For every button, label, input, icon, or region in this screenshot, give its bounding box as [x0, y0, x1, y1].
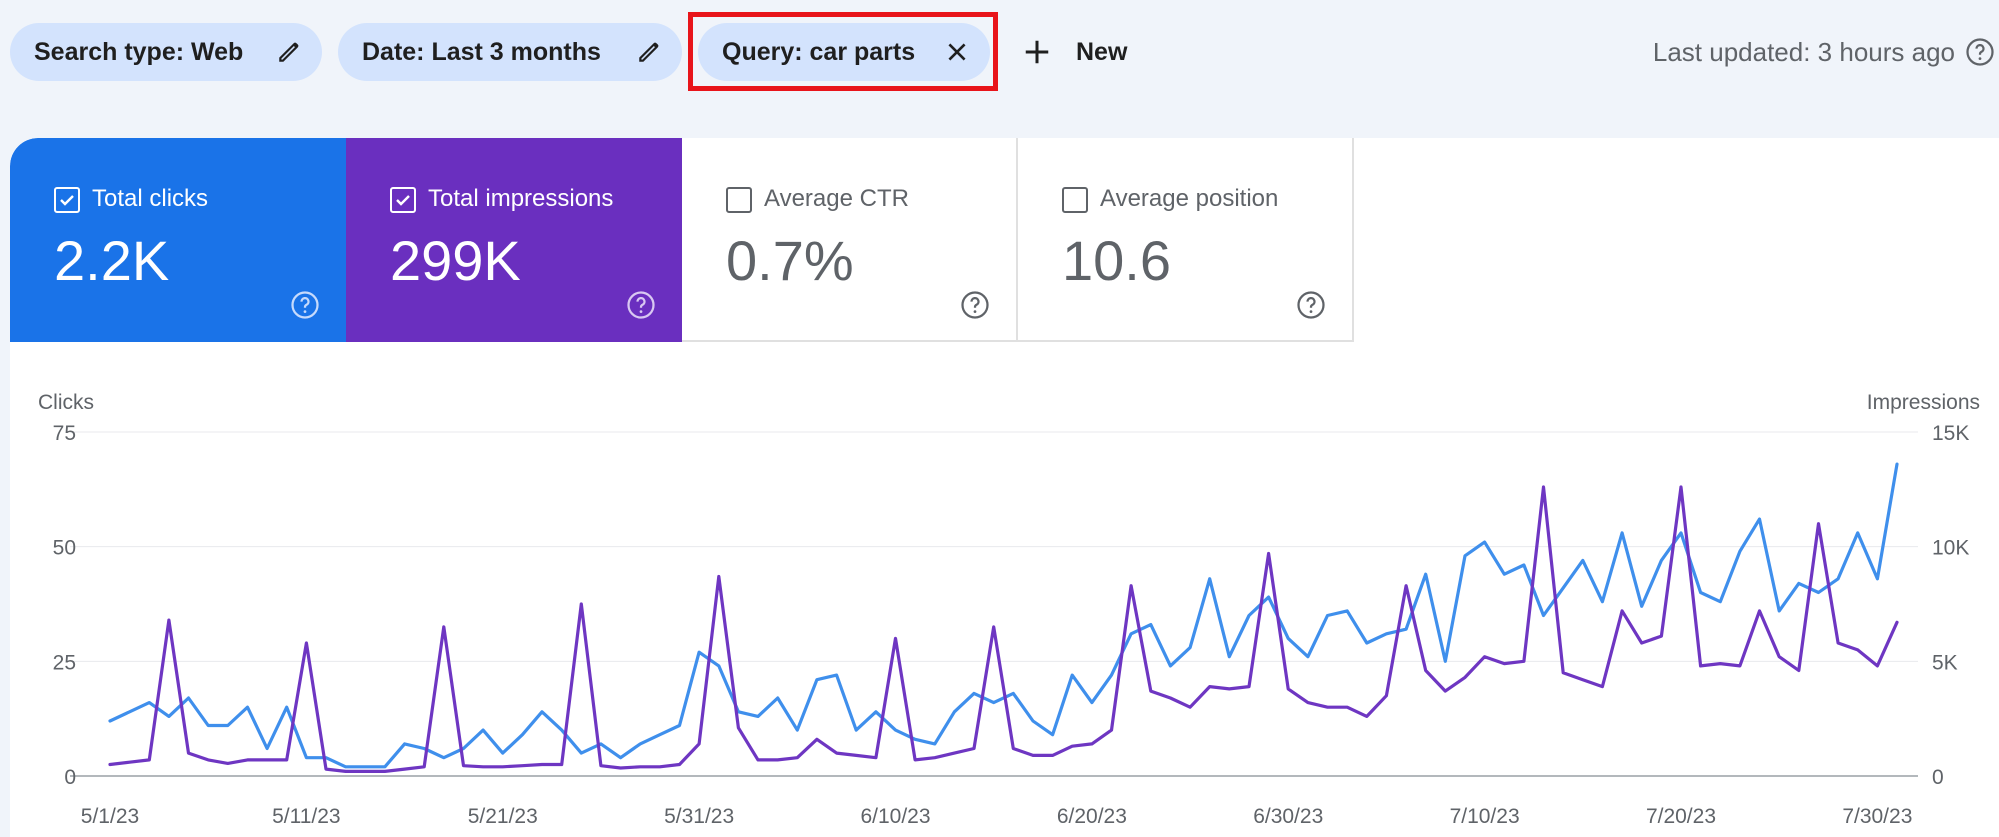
- metric-value: 10.6: [1062, 229, 1171, 292]
- date-label: Date: Last 3 months: [362, 37, 601, 66]
- help-circle-icon[interactable]: [290, 290, 320, 320]
- query-chip[interactable]: Query: car parts: [698, 23, 990, 81]
- checkbox-icon[interactable]: [726, 187, 752, 213]
- close-icon[interactable]: [944, 39, 970, 65]
- metric-label: Average position: [1100, 185, 1279, 212]
- metric-total-clicks[interactable]: Total clicks 2.2K: [10, 138, 346, 342]
- metric-label: Average CTR: [764, 185, 909, 212]
- last-updated-text: Last updated: 3 hours ago: [1652, 37, 1955, 67]
- checkbox-icon[interactable]: [1062, 187, 1088, 213]
- help-circle-icon[interactable]: [1965, 37, 1995, 67]
- metric-tiles: Total clicks 2.2K Total impressions 299K…: [10, 138, 1354, 342]
- filter-bar: Search type: Web Date: Last 3 months Que…: [0, 0, 1999, 105]
- help-circle-icon[interactable]: [626, 290, 656, 320]
- performance-card: Total clicks 2.2K Total impressions 299K…: [10, 138, 1999, 837]
- metric-average-position[interactable]: Average position 10.6: [1018, 138, 1354, 342]
- new-filter-label: New: [1076, 37, 1128, 66]
- new-filter-button[interactable]: New: [1022, 26, 1127, 78]
- help-circle-icon[interactable]: [960, 290, 990, 320]
- metric-label: Total impressions: [428, 185, 614, 212]
- highlight-box: [688, 12, 998, 91]
- metric-average-ctr[interactable]: Average CTR 0.7%: [682, 138, 1018, 342]
- metric-value: 299K: [390, 229, 521, 292]
- metric-value: 0.7%: [726, 229, 854, 292]
- metric-value: 2.2K: [54, 229, 170, 292]
- search-type-label: Search type: Web: [34, 37, 244, 66]
- pencil-icon[interactable]: [276, 39, 302, 65]
- help-circle-icon[interactable]: [1296, 290, 1326, 320]
- checkbox-icon[interactable]: [390, 187, 416, 213]
- metric-total-impressions[interactable]: Total impressions 299K: [346, 138, 682, 342]
- search-type-chip[interactable]: Search type: Web: [10, 23, 322, 81]
- query-label: Query: car parts: [722, 37, 916, 66]
- pencil-icon[interactable]: [636, 39, 662, 65]
- date-chip[interactable]: Date: Last 3 months: [338, 23, 682, 81]
- checkbox-icon[interactable]: [54, 187, 80, 213]
- plus-icon: [1025, 40, 1049, 64]
- metric-label: Total clicks: [92, 185, 209, 212]
